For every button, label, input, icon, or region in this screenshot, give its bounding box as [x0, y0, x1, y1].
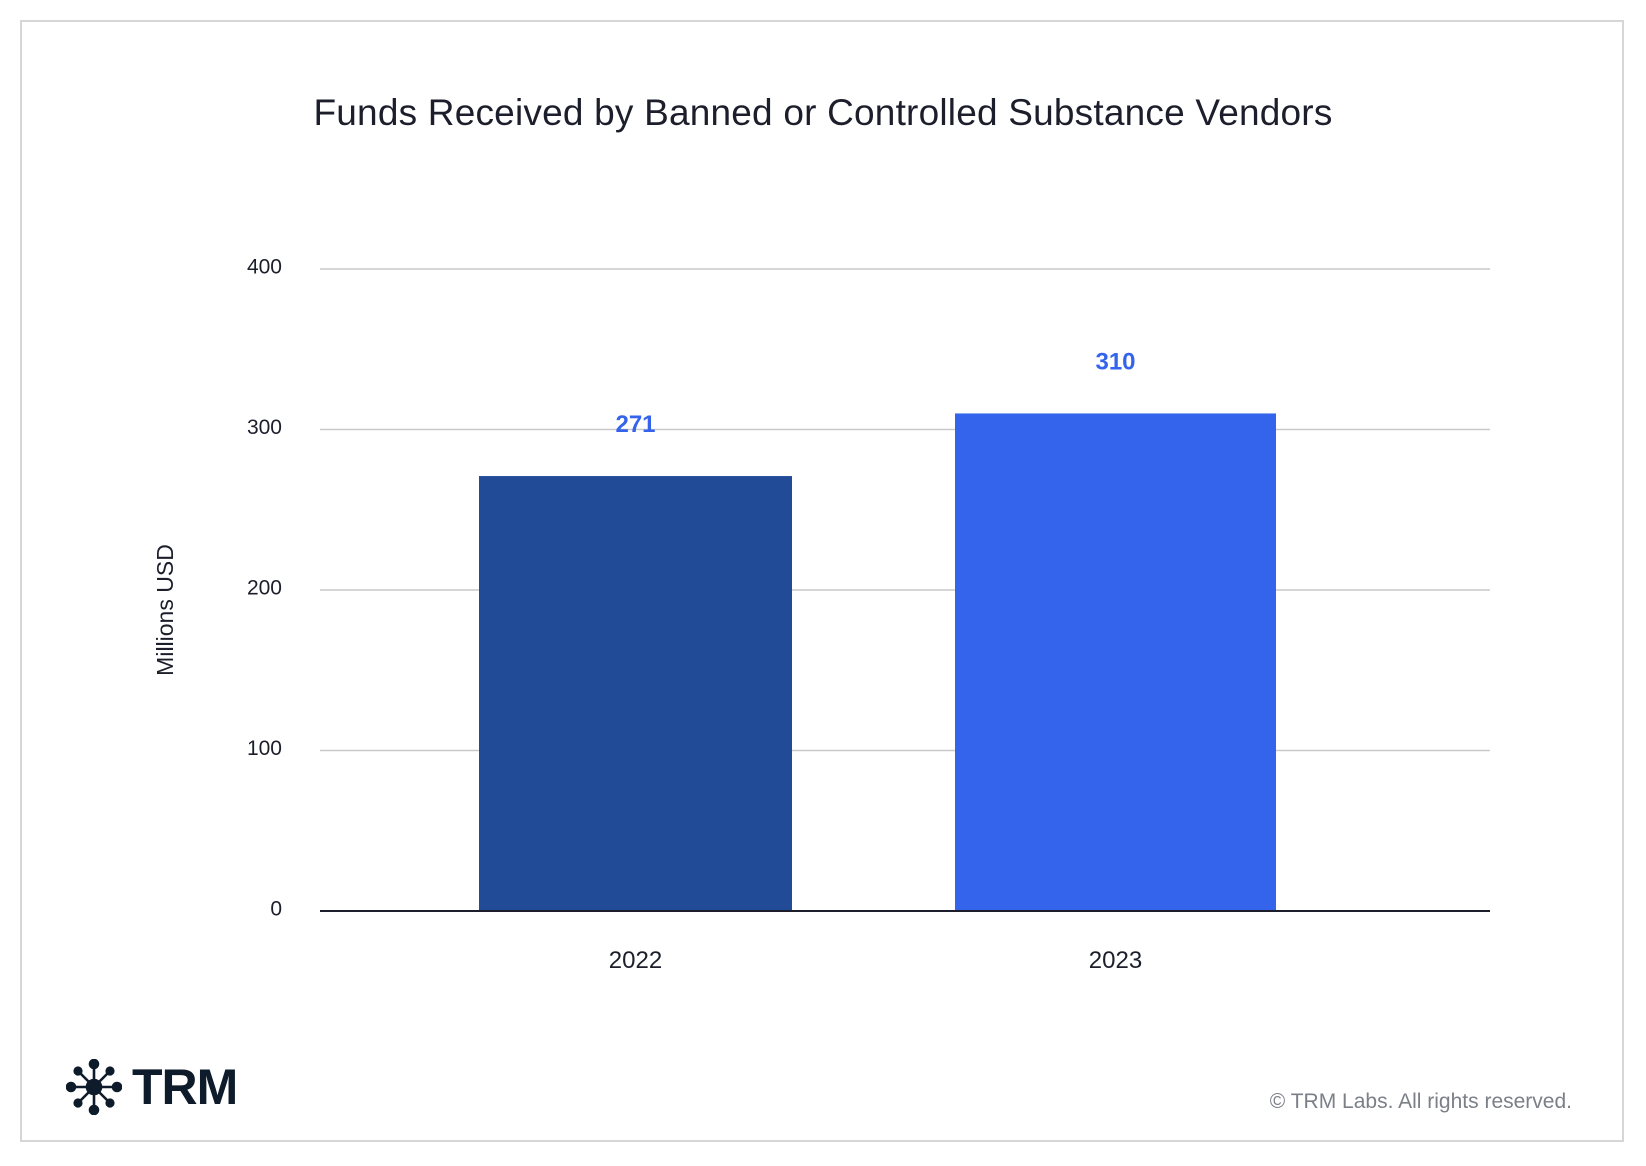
y-tick-label: 200: [247, 577, 282, 600]
data-label-2022: 271: [615, 411, 655, 438]
data-label-2023: 310: [1095, 348, 1135, 375]
x-tick-label-2023: 2023: [1089, 947, 1142, 974]
network-star-icon: [66, 1059, 122, 1115]
y-tick-label: 0: [270, 898, 282, 921]
x-axis-ticks: 2022 2023: [609, 947, 1142, 974]
x-tick-label-2022: 2022: [609, 947, 662, 974]
y-tick-label: 300: [247, 416, 282, 439]
y-axis-ticks: 0 100 200 300 400: [247, 256, 282, 921]
data-labels: 271 310: [615, 348, 1135, 438]
chart-frame: [20, 20, 1624, 1142]
y-tick-label: 100: [247, 737, 282, 760]
bar-2023: [955, 413, 1276, 911]
y-axis-label: Millions USD: [152, 544, 178, 676]
copyright-notice: © TRM Labs. All rights reserved.: [1269, 1090, 1572, 1113]
trm-logo: TRM: [66, 1058, 238, 1116]
chart-title: Funds Received by Banned or Controlled S…: [313, 92, 1333, 133]
logo-text: TRM: [132, 1059, 238, 1115]
y-tick-label: 400: [247, 256, 282, 279]
bar-2022: [479, 476, 792, 911]
bars: [479, 413, 1276, 911]
